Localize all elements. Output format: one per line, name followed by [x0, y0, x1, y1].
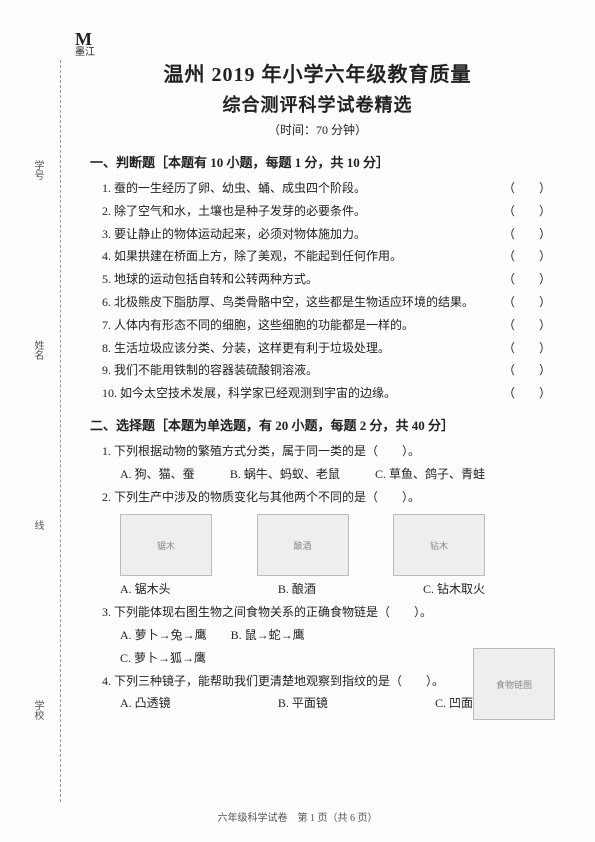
q1-7-text: 7. 人体内有形态不同的细胞，这些细胞的功能都是一样的。: [102, 318, 414, 332]
answer-paren: （ ）: [503, 177, 551, 200]
publisher-logo: M 墨江: [75, 30, 95, 58]
q2-4-a: A. 凸透镜: [120, 692, 171, 715]
side-label-name: 姓名: [30, 340, 45, 360]
answer-paren: （ ）: [503, 291, 551, 314]
side-label-cut: 线: [30, 520, 45, 530]
q1-7: 7. 人体内有形态不同的细胞，这些细胞的功能都是一样的。（ ）: [90, 314, 545, 337]
q1-1-text: 1. 蚕的一生经历了卵、幼虫、蛹、成虫四个阶段。: [102, 181, 366, 195]
q1-6-text: 6. 北极熊皮下脂肪厚、鸟类骨骼中空，这些都是生物适应环境的结果。: [102, 295, 474, 309]
page-footer: 六年级科学试卷 第 1 页（共 6 页）: [0, 809, 595, 824]
q2-1-a: A. 狗、猫、蚕: [120, 463, 195, 486]
q1-6: 6. 北极熊皮下脂肪厚、鸟类骨骼中空，这些都是生物适应环境的结果。（ ）: [90, 291, 545, 314]
q1-10-text: 10. 如今太空技术发展，科学家已经观测到宇宙的边缘。: [102, 386, 396, 400]
q1-3-text: 3. 要让静止的物体运动起来，必须对物体施加力。: [102, 227, 366, 241]
q2-2-c: C. 钻木取火: [423, 578, 485, 601]
q1-3: 3. 要让静止的物体运动起来，必须对物体施加力。（ ）: [90, 223, 545, 246]
q2-1-b: B. 蜗牛、蚂蚁、老鼠: [230, 463, 340, 486]
q1-4-text: 4. 如果拱建在桥面上方，除了美观，不能起到任何作用。: [102, 249, 402, 263]
q2-2-a: A. 锯木头: [120, 578, 171, 601]
q2-2-images: 锯木 酿酒 钻木: [90, 508, 545, 578]
exam-subtitle: 综合测评科学试卷精选: [90, 91, 545, 117]
q1-4: 4. 如果拱建在桥面上方，除了美观，不能起到任何作用。（ ）: [90, 245, 545, 268]
q1-9: 9. 我们不能用铁制的容器装硫酸铜溶液。（ ）: [90, 359, 545, 382]
q2-2-opts: A. 锯木头 B. 酿酒 C. 钻木取火: [90, 578, 545, 601]
q2-1-opts: A. 狗、猫、蚕 B. 蜗牛、蚂蚁、老鼠 C. 草鱼、鸽子、青蛙: [90, 463, 545, 486]
q2-3-c: C. 萝卜→狐→鹰: [120, 651, 206, 665]
side-label-id: 学号: [30, 160, 45, 180]
q2-4-stem: 4. 下列三种镜子，能帮助我们更清楚地观察到指纹的是（ ）。: [90, 670, 545, 693]
q1-5: 5. 地球的运动包括自转和公转两种方式。（ ）: [90, 268, 545, 291]
q2-3-b: B. 鼠→蛇→鹰: [231, 628, 305, 642]
exam-page: 学号 姓名 线 学校 M 墨江 温州 2019 年小学六年级教育质量 综合测评科…: [0, 0, 595, 842]
q1-2-text: 2. 除了空气和水，土壤也是种子发芽的必要条件。: [102, 204, 366, 218]
answer-paren: （ ）: [503, 268, 551, 291]
answer-paren: （ ）: [503, 223, 551, 246]
q1-1: 1. 蚕的一生经历了卵、幼虫、蛹、成虫四个阶段。（ ）: [90, 177, 545, 200]
q2-2-img-a: 锯木: [120, 514, 212, 576]
q2-1-stem: 1. 下列根据动物的繁殖方式分类，属于同一类的是（ ）。: [90, 440, 545, 463]
q1-8: 8. 生活垃圾应该分类、分装，这样更有利于垃圾处理。（ ）: [90, 337, 545, 360]
q2-2-b: B. 酿酒: [278, 578, 316, 601]
section1-head: 一、判断题［本题有 10 小题，每题 1 分，共 10 分］: [90, 152, 545, 171]
logo-brand: 墨江: [75, 47, 95, 58]
answer-paren: （ ）: [503, 337, 551, 360]
q2-4-b: B. 平面镜: [278, 692, 328, 715]
answer-paren: （ ）: [503, 200, 551, 223]
q2-3-a: A. 萝卜→兔→鹰: [120, 628, 207, 642]
q2-3-stem: 3. 下列能体现右图生物之间食物关系的正确食物链是（ ）。: [90, 601, 545, 624]
q2-2-img-c: 钻木: [393, 514, 485, 576]
logo-mark: M: [75, 30, 95, 48]
answer-paren: （ ）: [503, 314, 551, 337]
q1-9-text: 9. 我们不能用铁制的容器装硫酸铜溶液。: [102, 363, 318, 377]
exam-title: 温州 2019 年小学六年级教育质量: [90, 58, 545, 87]
exam-time: （时间：70 分钟）: [90, 121, 545, 138]
side-label-school: 学校: [30, 700, 45, 720]
q1-5-text: 5. 地球的运动包括自转和公转两种方式。: [102, 272, 318, 286]
q1-10: 10. 如今太空技术发展，科学家已经观测到宇宙的边缘。（ ）: [90, 382, 545, 405]
q2-2-stem: 2. 下列生产中涉及的物质变化与其他两个不同的是（ ）。: [90, 486, 545, 509]
section2-head: 二、选择题［本题为单选题，有 20 小题，每题 2 分，共 40 分］: [90, 415, 545, 434]
q2-1-c: C. 草鱼、鸽子、青蛙: [375, 463, 485, 486]
answer-paren: （ ）: [503, 245, 551, 268]
q1-2: 2. 除了空气和水，土壤也是种子发芽的必要条件。（ ）: [90, 200, 545, 223]
q2-2-img-b: 酿酒: [257, 514, 349, 576]
answer-paren: （ ）: [503, 359, 551, 382]
answer-paren: （ ）: [503, 382, 551, 405]
q1-8-text: 8. 生活垃圾应该分类、分装，这样更有利于垃圾处理。: [102, 341, 390, 355]
